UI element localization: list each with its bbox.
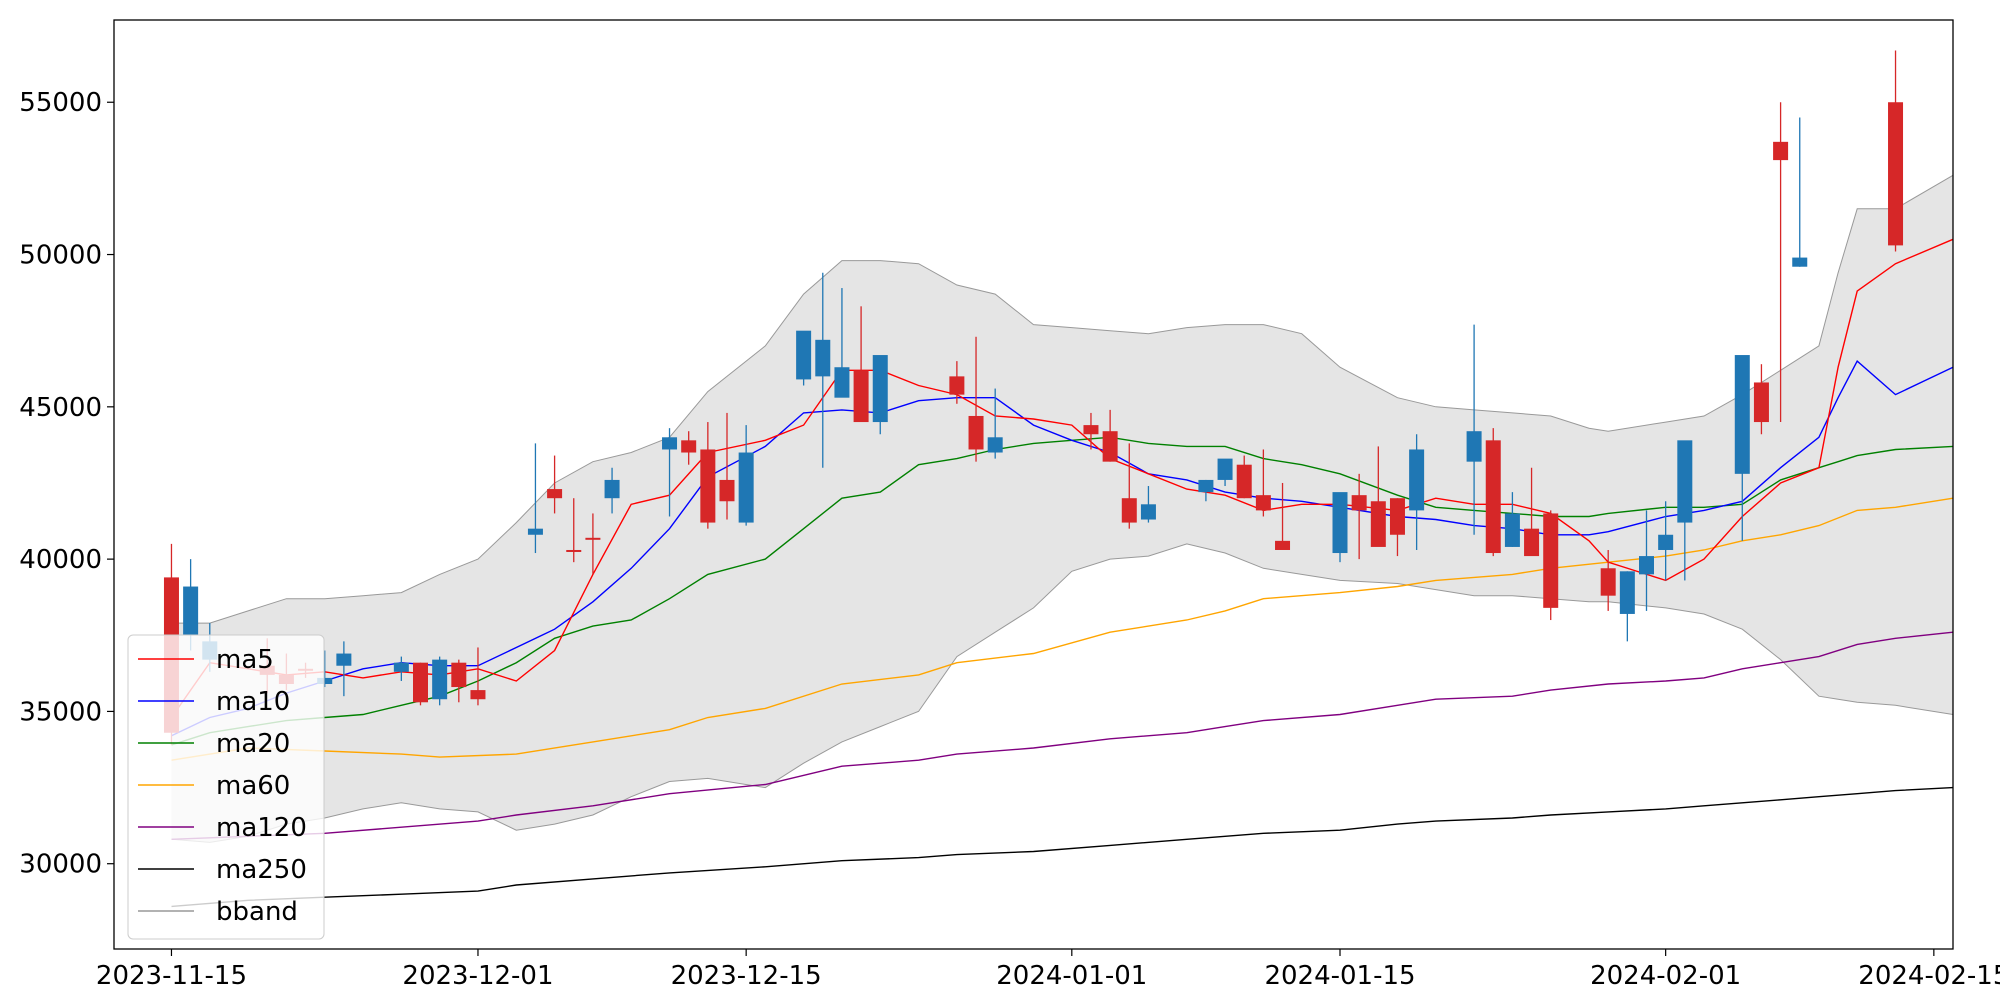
x-tick-label: 2024-02-15: [1858, 961, 2000, 991]
candle-body: [1619, 571, 1635, 614]
ma60-line: [171, 497, 1954, 761]
candle-body: [1677, 440, 1693, 523]
candle-body: [1083, 425, 1099, 435]
candle-body: [1236, 464, 1252, 499]
y-tick-label: 55000: [19, 88, 102, 118]
candle-body: [1485, 440, 1501, 554]
candle-body: [1140, 504, 1156, 520]
candle-body: [1409, 449, 1425, 511]
bollinger-band: [171, 174, 1954, 843]
y-tick-label: 50000: [19, 241, 102, 271]
bband-fill: [171, 175, 1953, 843]
legend-label-bband: bband: [216, 897, 298, 927]
candle-body: [1639, 556, 1654, 575]
legend-label-ma20: ma20: [216, 729, 290, 759]
candle-body: [662, 437, 678, 450]
candle-body: [1658, 534, 1674, 550]
x-tick-label: 2023-12-15: [671, 961, 822, 991]
legend-label-ma120: ma120: [216, 813, 307, 843]
legend-box: [127, 634, 325, 940]
ma120-line: [171, 631, 1954, 840]
candle-body: [585, 537, 601, 540]
candle-body: [1275, 540, 1291, 550]
candle-body: [1753, 382, 1769, 423]
candle-body: [853, 370, 869, 423]
candle-body: [872, 355, 888, 423]
candle-body: [451, 662, 467, 688]
candle-body: [1389, 498, 1405, 535]
candle-body: [336, 653, 352, 666]
candle-body: [1198, 479, 1214, 493]
y-tick-label: 35000: [19, 697, 102, 727]
candle-body: [738, 452, 754, 523]
x-tick-label: 2024-01-15: [1264, 961, 1415, 991]
bband-upper-line: [171, 174, 1954, 624]
candle-body: [987, 437, 1003, 453]
candle-body: [1466, 431, 1482, 462]
legend-label-ma5: ma5: [216, 645, 274, 675]
candle-body: [1217, 458, 1233, 480]
legend-label-ma60: ma60: [216, 771, 290, 801]
candle-body: [1888, 102, 1904, 246]
legend: ma5 ma10 ma20 ma60 ma120 ma250 bband: [127, 634, 325, 940]
x-tick-label: 2024-02-01: [1590, 961, 1741, 991]
candle-body: [1734, 355, 1750, 474]
y-tick-label: 30000: [19, 850, 102, 880]
candle-body: [413, 662, 428, 703]
candle-body: [1524, 528, 1540, 557]
candle-body: [317, 677, 333, 685]
candle-body: [1543, 513, 1559, 608]
candle-body: [681, 440, 697, 453]
candle-body: [719, 479, 735, 502]
x-tick-label: 2023-11-15: [96, 961, 247, 991]
ma250-line: [171, 786, 1954, 908]
candle-body: [815, 339, 831, 377]
candle-body: [968, 415, 984, 450]
candle-body: [470, 690, 486, 700]
candle-body: [1102, 431, 1118, 462]
candle-body: [547, 489, 563, 499]
candle-body: [432, 659, 448, 700]
legend-label-ma10: ma10: [216, 687, 290, 717]
candle-body: [1351, 495, 1367, 511]
candle-body: [1504, 513, 1520, 547]
candle-body: [1370, 501, 1386, 547]
candle-body: [700, 449, 716, 523]
candle-body: [1332, 492, 1348, 554]
candle-body: [393, 662, 409, 672]
candle-body: [566, 549, 582, 552]
candle-body: [1792, 257, 1808, 267]
y-axis: 30000 35000 40000 45000 50000 55000: [19, 88, 114, 880]
candle-body: [1773, 141, 1789, 161]
candle-body: [949, 376, 965, 395]
candle-body: [834, 367, 850, 398]
candle-body: [183, 586, 199, 636]
candle-body: [1121, 498, 1137, 523]
candle-body: [527, 528, 543, 535]
plot-frame: [113, 19, 1954, 950]
y-tick-label: 45000: [19, 393, 102, 423]
bband-lower-line: [171, 543, 1954, 843]
candle-body: [604, 479, 620, 499]
legend-label-ma250: ma250: [216, 855, 307, 885]
x-tick-label: 2023-12-01: [402, 961, 553, 991]
candle-body: [796, 330, 812, 380]
x-axis: 2023-11-15 2023-12-01 2023-12-15 2024-01-01…: [96, 949, 2000, 991]
x-tick-label: 2024-01-01: [996, 961, 1147, 991]
y-tick-label: 40000: [19, 545, 102, 575]
candle-body: [1600, 568, 1616, 596]
candle-body: [1255, 495, 1271, 511]
